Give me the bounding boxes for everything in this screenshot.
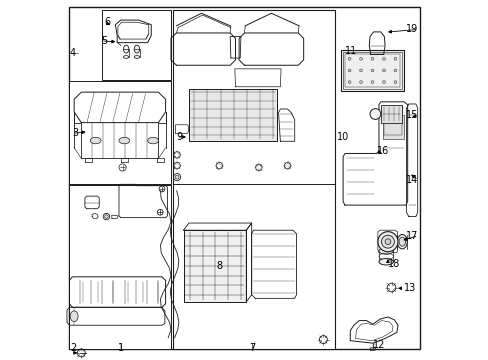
Circle shape: [359, 57, 362, 60]
Text: 8: 8: [216, 261, 222, 271]
Text: 12: 12: [372, 340, 385, 350]
Bar: [342, 52, 402, 89]
Ellipse shape: [147, 137, 158, 144]
Text: 5: 5: [101, 36, 107, 46]
Bar: [69, 81, 171, 184]
Text: 10: 10: [336, 132, 348, 142]
Ellipse shape: [396, 234, 407, 249]
Circle shape: [382, 81, 385, 84]
Bar: [172, 10, 334, 348]
Text: 16: 16: [376, 146, 388, 156]
Text: 2: 2: [70, 343, 77, 353]
Bar: [340, 50, 404, 91]
Ellipse shape: [134, 55, 139, 58]
Text: 6: 6: [104, 17, 110, 27]
Bar: [344, 54, 399, 87]
Bar: [384, 119, 402, 135]
Bar: [382, 116, 403, 139]
Circle shape: [370, 81, 373, 84]
Circle shape: [359, 81, 362, 84]
Bar: [380, 105, 401, 123]
Bar: [188, 89, 276, 140]
Circle shape: [377, 231, 397, 252]
Circle shape: [175, 175, 179, 179]
Text: 13: 13: [403, 283, 415, 293]
Circle shape: [393, 69, 396, 72]
Text: 19: 19: [406, 24, 418, 35]
Bar: [183, 230, 246, 302]
Text: 11: 11: [344, 46, 356, 56]
Circle shape: [382, 57, 385, 60]
Circle shape: [359, 69, 362, 72]
Circle shape: [381, 235, 394, 248]
Text: 14: 14: [406, 175, 418, 185]
Ellipse shape: [134, 45, 139, 53]
Ellipse shape: [70, 311, 78, 321]
Ellipse shape: [378, 258, 392, 265]
Circle shape: [382, 69, 385, 72]
Ellipse shape: [378, 248, 392, 254]
Ellipse shape: [123, 45, 128, 53]
Circle shape: [347, 69, 350, 72]
Circle shape: [393, 57, 396, 60]
Text: 4: 4: [69, 48, 76, 58]
Circle shape: [369, 109, 380, 120]
Ellipse shape: [119, 137, 129, 144]
Ellipse shape: [398, 237, 405, 246]
Text: 18: 18: [387, 259, 399, 269]
Circle shape: [370, 69, 373, 72]
Text: 1: 1: [118, 343, 123, 353]
Circle shape: [104, 215, 108, 219]
Text: 7: 7: [249, 343, 255, 353]
Bar: [102, 10, 171, 80]
Text: 17: 17: [405, 231, 418, 240]
Text: 15: 15: [405, 111, 418, 121]
Ellipse shape: [90, 137, 101, 144]
Circle shape: [393, 81, 396, 84]
Circle shape: [347, 81, 350, 84]
Ellipse shape: [123, 55, 128, 58]
Bar: [69, 185, 171, 348]
Circle shape: [347, 57, 350, 60]
Text: 9: 9: [176, 132, 182, 142]
Text: 3: 3: [72, 129, 79, 138]
Circle shape: [384, 239, 390, 244]
Circle shape: [370, 57, 373, 60]
